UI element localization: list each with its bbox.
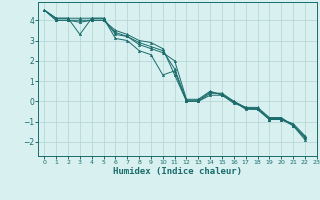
X-axis label: Humidex (Indice chaleur): Humidex (Indice chaleur) [113, 167, 242, 176]
